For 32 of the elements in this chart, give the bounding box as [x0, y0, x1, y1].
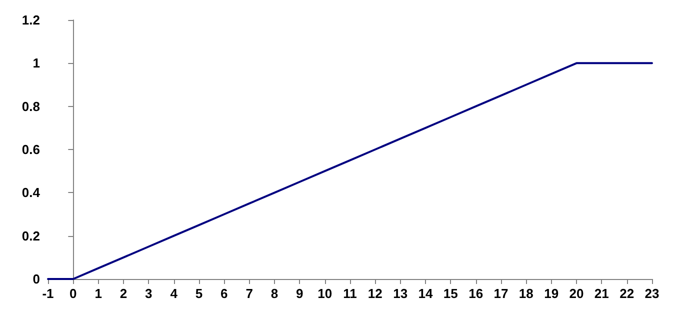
x-tick-label: 2	[120, 286, 128, 301]
x-tick-label: 3	[145, 286, 152, 301]
y-tick-label: 0	[32, 272, 40, 286]
x-tick-label: 22	[620, 286, 634, 301]
x-tick-label: 11	[343, 286, 357, 301]
y-tick-label: 1.2	[22, 12, 40, 28]
x-tick-label: 6	[220, 286, 228, 301]
x-tick-label: 8	[270, 286, 278, 301]
y-tick-label: 0.4	[22, 185, 41, 200]
x-tick-label: 5	[195, 286, 203, 301]
x-tick-label: -1	[42, 286, 54, 301]
x-tick-label: 20	[569, 286, 584, 301]
x-tick-label: 0	[70, 286, 77, 301]
x-tick-label: 16	[468, 286, 484, 301]
x-tick-label: 13	[393, 286, 408, 301]
x-tick-label: 7	[246, 286, 253, 301]
x-tick-label: 1	[94, 286, 102, 301]
x-tick-label: 10	[318, 286, 332, 301]
y-tick-label: 0.2	[22, 228, 40, 244]
x-tick-label: 12	[368, 286, 382, 301]
x-tick-label: 18	[518, 286, 534, 301]
x-tick-label: 23	[644, 286, 660, 301]
x-tick-label: 17	[494, 286, 508, 301]
x-tick-label: 21	[594, 286, 609, 301]
x-tick-label: 9	[296, 286, 304, 301]
x-tick-label: 19	[544, 286, 559, 301]
y-tick-label: 0.6	[22, 142, 40, 157]
x-tick-label: 14	[418, 286, 434, 301]
x-tick-label: 15	[443, 286, 458, 301]
x-tick-label: 4	[170, 286, 178, 301]
y-tick-label: 1	[32, 56, 40, 71]
y-tick-label: 0.8	[22, 98, 40, 114]
